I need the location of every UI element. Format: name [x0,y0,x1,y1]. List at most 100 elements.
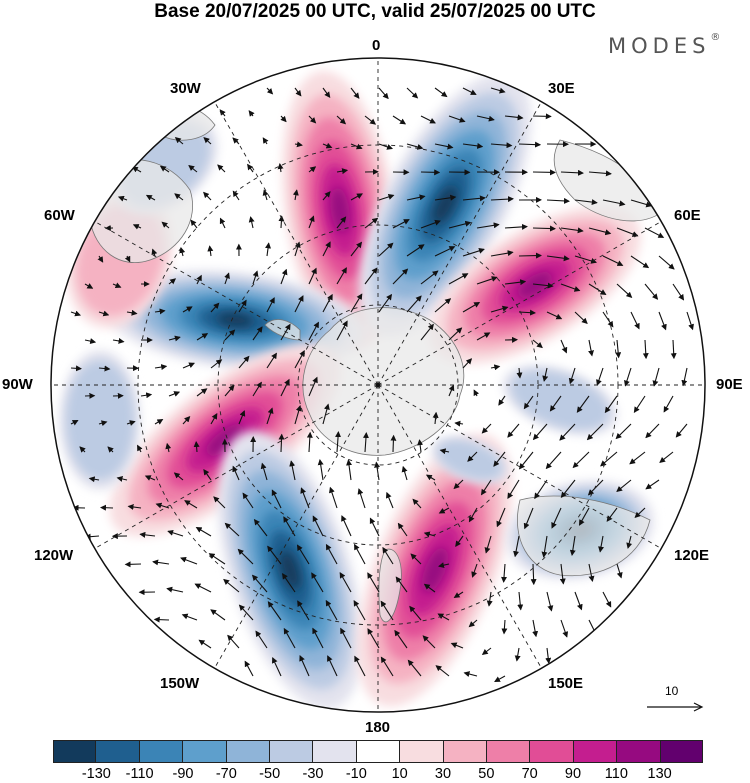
wind-arrow [154,418,164,425]
wind-arrow [280,115,287,123]
colorbar-tick-label: 130 [647,766,672,782]
wind-arrow [494,675,506,683]
wind-arrow [642,339,649,360]
colorbar-swatch [573,740,618,762]
wind-arrow [406,244,425,257]
wind-arrow [675,423,688,438]
wind-arrow [224,522,240,537]
wind-arrow [311,572,324,593]
wind-arrow [462,247,485,257]
wind-arrow [420,270,439,285]
wind-arrow [390,434,397,453]
wind-arrow [658,311,667,331]
wind-arrow [602,591,612,608]
meridian-line [94,221,379,386]
wind-arrow [210,302,220,313]
wind-arrow [223,578,240,593]
wind-arrow [615,339,622,359]
wind-arrow [568,367,576,385]
wind-arrow [154,308,166,315]
wind-arrow [546,255,570,262]
wind-arrow [203,137,212,145]
wind-arrow [280,378,290,397]
wind-arrow [406,295,422,313]
wind-arrow [325,599,338,621]
wind-arrow [378,293,393,313]
wind-arrow [168,335,181,342]
wind-arrow [203,191,212,201]
wind-arrow [392,268,409,285]
wind-arrow [350,241,363,257]
wind-arrow [327,655,338,677]
wind-arrow [663,395,674,413]
wind-arrow [604,395,618,414]
wind-arrow [294,405,302,425]
wind-arrow [490,364,501,371]
wind-arrow [578,507,590,526]
wind-arrow [308,267,317,285]
wind-arrow [144,475,156,481]
wind-arrow [280,268,288,285]
brand-name: MODES [608,34,711,58]
wind-arrow [633,395,646,413]
wind-arrow [490,142,513,149]
wind-arrow [434,87,448,98]
wind-arrow [615,423,632,440]
wind-arrow [560,619,569,638]
wind-arrow [280,323,291,341]
wind-arrow [224,384,235,397]
wind-arrow [498,395,506,406]
wind-arrow [253,518,268,537]
meridian-line [214,101,379,386]
wind-arrow [126,309,138,316]
wind-arrow [195,526,212,537]
wind-arrow [587,479,604,496]
wind-arrow [219,217,226,229]
wind-arrow [420,115,436,124]
wind-arrow [574,591,583,611]
wind-arrow [248,216,255,229]
wind-arrow [574,255,598,264]
wind-arrow [401,465,408,481]
wind-arrow [174,193,184,201]
meridian-line [377,384,542,669]
wind-arrow [278,433,285,453]
wind-arrow [196,388,208,397]
wind-arrow [513,535,520,558]
wind-vectors [70,87,694,683]
colorbar-swatch [443,740,488,762]
meridian-line [94,384,379,549]
meridian-line [377,221,662,386]
wind-arrow [490,250,514,257]
wind-arrow [271,489,282,509]
wind-arrow [438,507,450,514]
wind-arrow [484,535,492,554]
graticule [51,58,705,712]
colorbar-swatch [400,740,444,762]
wind-arrow [559,423,576,441]
land-outline [302,307,464,456]
meridian-line [214,384,379,669]
wind-arrow [299,654,310,677]
lon-label-90w: 90W [2,376,33,393]
wind-arrow [546,197,570,204]
wind-arrow [184,500,198,509]
wind-arrow [159,165,170,173]
wind-arrow [606,507,618,522]
wind-arrow [490,305,509,313]
wind-arrow [217,164,226,173]
wind-arrow [325,543,338,565]
wind-arrow [486,591,493,607]
wind-arrow [308,321,319,341]
wind-arrow [574,311,588,325]
wind-arrow [438,562,450,569]
lon-label-150e: 150E [548,675,584,692]
wind-arrow [501,563,508,583]
wind-arrow [423,583,436,593]
wind-arrow [98,365,111,372]
wind-arrow [476,332,491,341]
wind-arrow [468,619,478,628]
wind-arrow [434,143,454,150]
colorbar-swatch [487,740,531,762]
colorbar-tick-label: -110 [125,766,154,782]
